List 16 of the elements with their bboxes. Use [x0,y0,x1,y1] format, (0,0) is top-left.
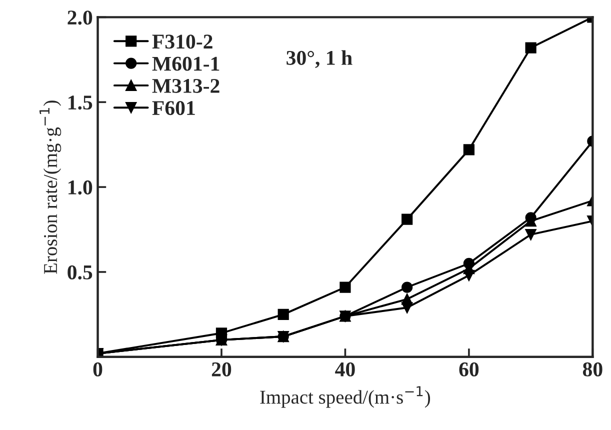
legend-label: F601 [152,101,195,116]
x-axis-title: Impact speed/(m·s$^{−1}$) [260,386,430,408]
y-tick-label: 1.5 [68,96,92,110]
x-tick-label: 20 [212,362,232,376]
x-tick-label: 60 [459,362,479,376]
y-tick-label: 2.0 [68,10,92,25]
y-axis-title: Erosion rate/(mg·g$^{−1}$) [40,100,62,274]
y-tick-label: 1.0 [68,180,92,195]
x-tick-label: 0 [93,362,102,376]
annotation: 30°, 1 h [286,50,352,68]
x-tick-label: 80 [582,362,602,376]
x-tick-label: 40 [335,362,355,376]
y-tick-label: 0.5 [68,265,92,280]
legend-label: M601-1 [152,56,220,71]
legend-label: F310-2 [152,34,212,49]
legend-label: M313-2 [152,78,220,93]
